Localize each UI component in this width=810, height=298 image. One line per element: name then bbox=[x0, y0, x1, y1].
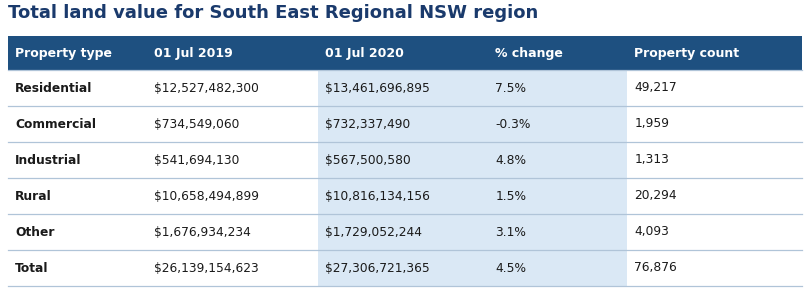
Text: Residential: Residential bbox=[15, 81, 92, 94]
Text: Rural: Rural bbox=[15, 190, 52, 203]
Text: $1,676,934,234: $1,676,934,234 bbox=[154, 226, 251, 238]
Text: -0.3%: -0.3% bbox=[496, 117, 531, 131]
Bar bbox=[488, 214, 627, 250]
Text: Other: Other bbox=[15, 226, 54, 238]
Text: 76,876: 76,876 bbox=[634, 262, 677, 274]
Text: Total land value for South East Regional NSW region: Total land value for South East Regional… bbox=[8, 4, 539, 22]
Text: $10,816,134,156: $10,816,134,156 bbox=[325, 190, 429, 203]
Text: 4,093: 4,093 bbox=[634, 226, 669, 238]
Text: $567,500,580: $567,500,580 bbox=[325, 153, 411, 167]
Text: 7.5%: 7.5% bbox=[496, 81, 526, 94]
Bar bbox=[318, 178, 488, 214]
Text: $732,337,490: $732,337,490 bbox=[325, 117, 410, 131]
Bar bbox=[318, 250, 488, 286]
Text: 49,217: 49,217 bbox=[634, 81, 677, 94]
Text: $13,461,696,895: $13,461,696,895 bbox=[325, 81, 429, 94]
Text: $12,527,482,300: $12,527,482,300 bbox=[154, 81, 259, 94]
Text: $1,729,052,244: $1,729,052,244 bbox=[325, 226, 422, 238]
Text: 3.1%: 3.1% bbox=[496, 226, 526, 238]
Bar bbox=[488, 106, 627, 142]
Bar bbox=[488, 250, 627, 286]
Bar bbox=[8, 106, 802, 142]
Text: $10,658,494,899: $10,658,494,899 bbox=[154, 190, 259, 203]
Bar bbox=[8, 214, 802, 250]
Bar bbox=[318, 106, 488, 142]
Bar bbox=[8, 250, 802, 286]
Bar bbox=[318, 142, 488, 178]
Text: $541,694,130: $541,694,130 bbox=[154, 153, 239, 167]
Text: 1,959: 1,959 bbox=[634, 117, 669, 131]
Bar bbox=[8, 70, 802, 106]
Text: Total: Total bbox=[15, 262, 49, 274]
Text: $734,549,060: $734,549,060 bbox=[154, 117, 239, 131]
Text: 01 Jul 2020: 01 Jul 2020 bbox=[325, 46, 403, 60]
Bar bbox=[318, 214, 488, 250]
Bar bbox=[8, 36, 802, 70]
Text: Commercial: Commercial bbox=[15, 117, 96, 131]
Bar bbox=[488, 142, 627, 178]
Text: $27,306,721,365: $27,306,721,365 bbox=[325, 262, 429, 274]
Bar bbox=[8, 178, 802, 214]
Text: 01 Jul 2019: 01 Jul 2019 bbox=[154, 46, 232, 60]
Text: 20,294: 20,294 bbox=[634, 190, 677, 203]
Bar bbox=[488, 178, 627, 214]
Bar bbox=[318, 70, 488, 106]
Text: 1.5%: 1.5% bbox=[496, 190, 526, 203]
Text: 4.5%: 4.5% bbox=[496, 262, 526, 274]
Bar bbox=[488, 70, 627, 106]
Text: $26,139,154,623: $26,139,154,623 bbox=[154, 262, 258, 274]
Text: Industrial: Industrial bbox=[15, 153, 82, 167]
Bar bbox=[8, 142, 802, 178]
Text: 4.8%: 4.8% bbox=[496, 153, 526, 167]
Text: % change: % change bbox=[496, 46, 563, 60]
Text: Property count: Property count bbox=[634, 46, 740, 60]
Text: 1,313: 1,313 bbox=[634, 153, 669, 167]
Text: Property type: Property type bbox=[15, 46, 112, 60]
